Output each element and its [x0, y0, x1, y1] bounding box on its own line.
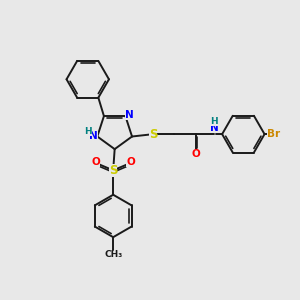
Text: H: H [210, 117, 218, 126]
Text: O: O [91, 158, 100, 167]
Text: O: O [191, 149, 200, 159]
Text: H: H [84, 127, 92, 136]
Text: N: N [89, 130, 98, 141]
Text: N: N [209, 123, 218, 133]
Text: S: S [109, 164, 117, 177]
Text: Br: Br [267, 129, 280, 139]
Text: S: S [149, 128, 158, 141]
Text: CH₃: CH₃ [104, 250, 122, 259]
Text: N: N [125, 110, 134, 120]
Text: O: O [127, 158, 135, 167]
